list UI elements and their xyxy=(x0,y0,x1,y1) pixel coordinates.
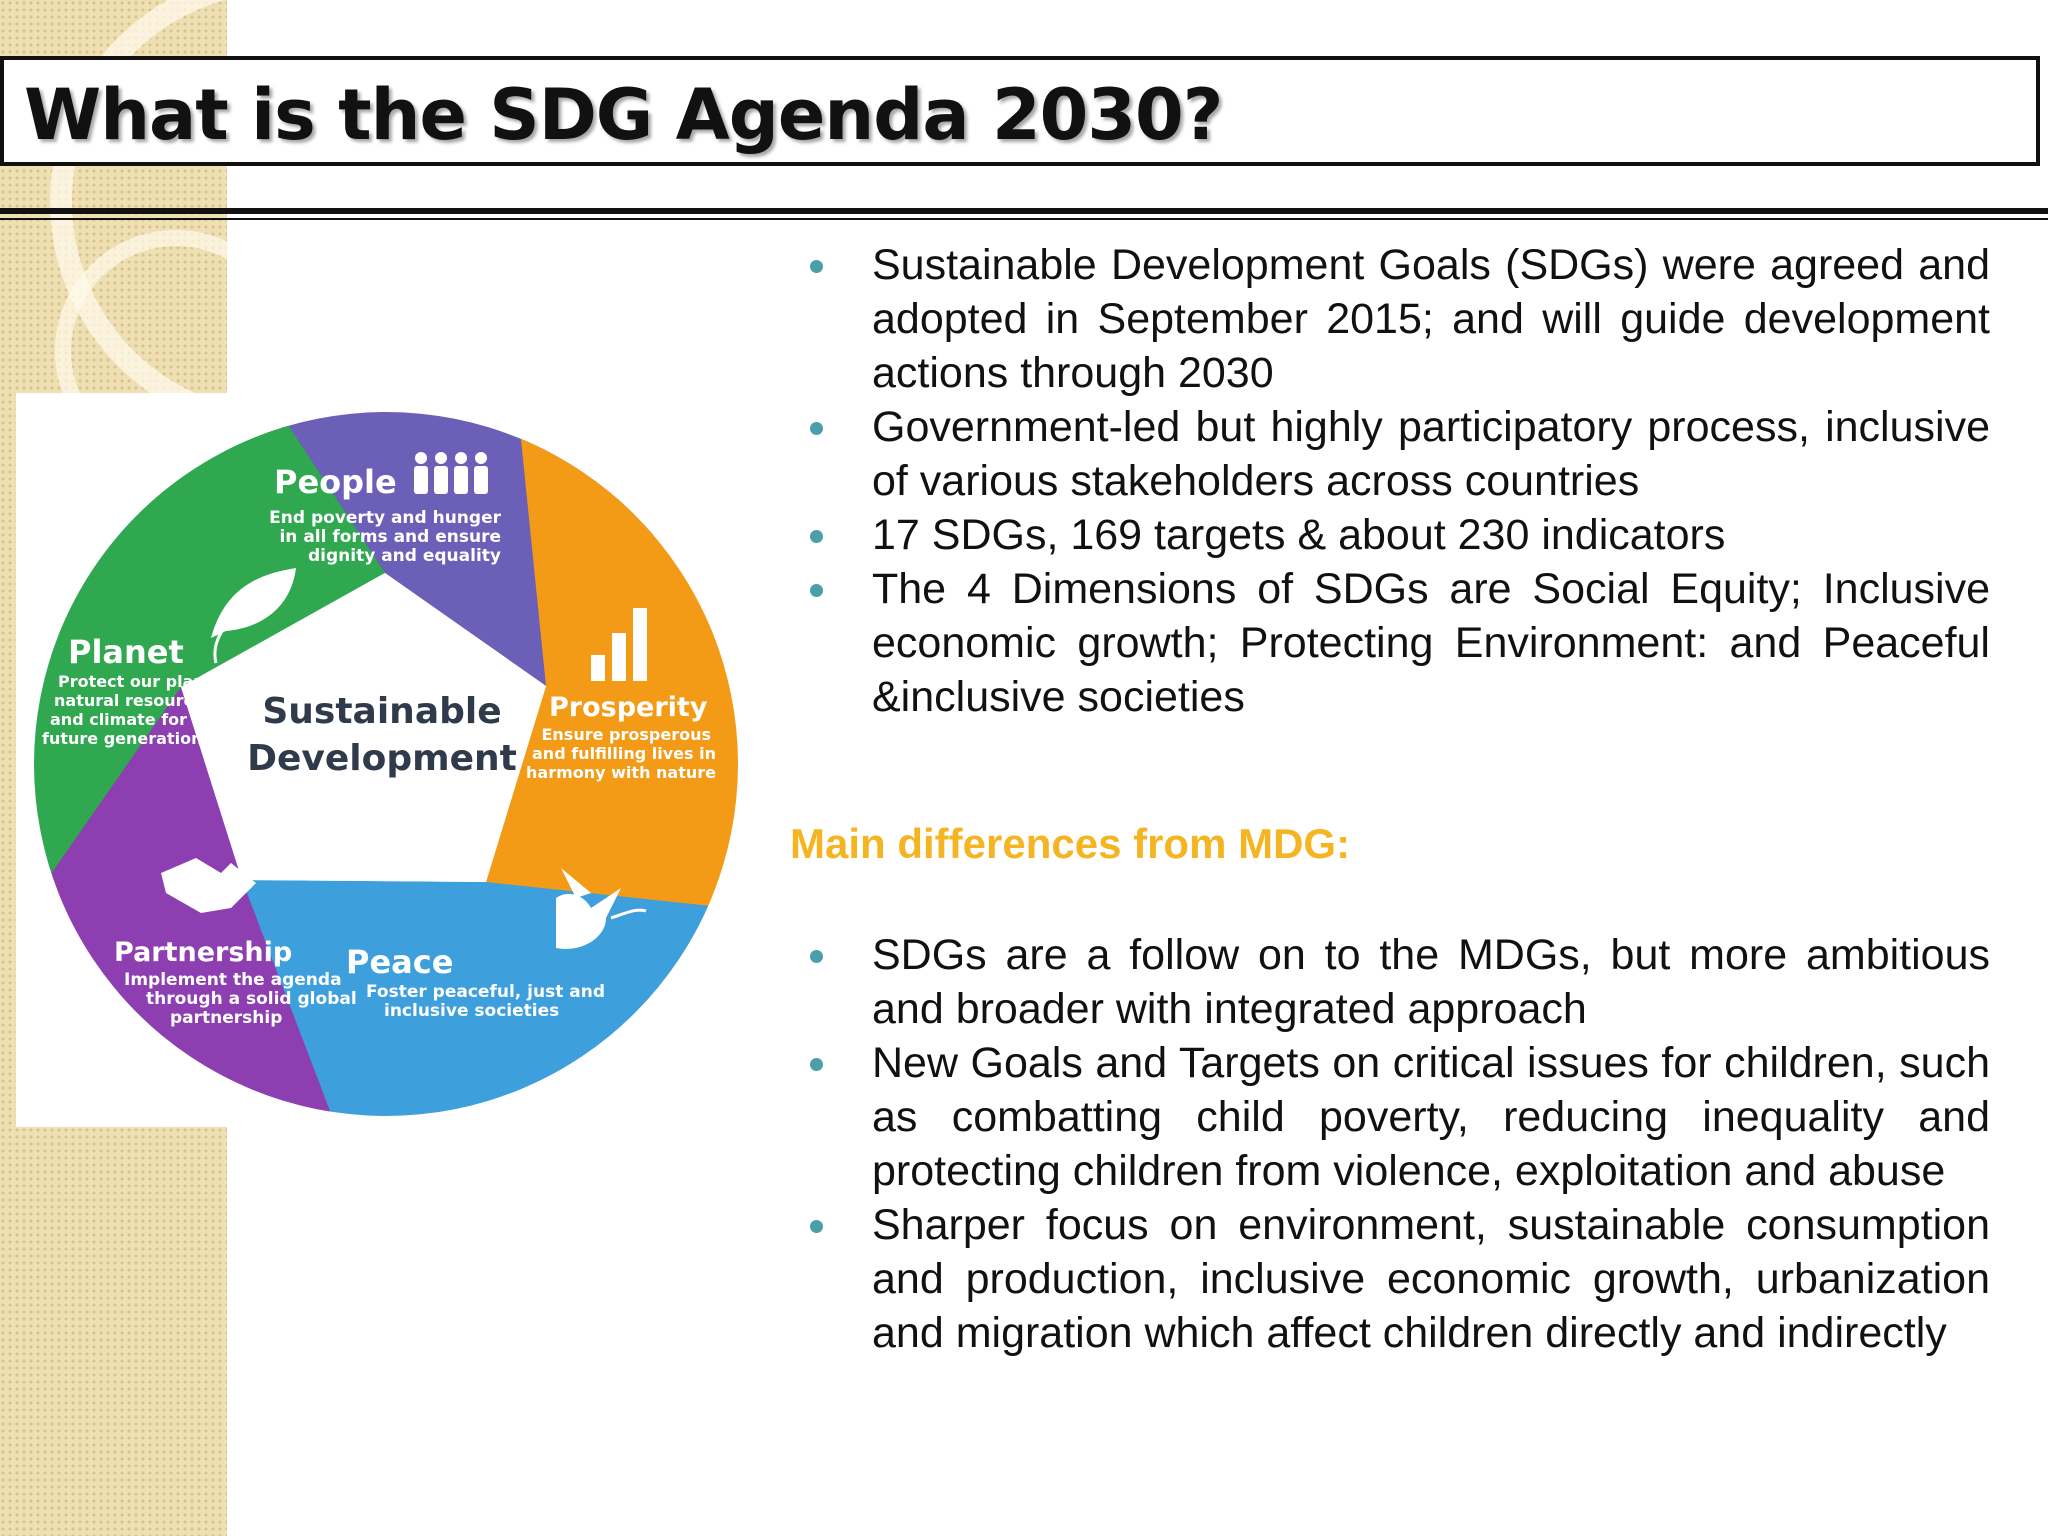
planet-title: Planet xyxy=(68,633,184,671)
bullet-text: Sharper focus on environment, sustainabl… xyxy=(872,1201,1990,1357)
list-item: SDGs are a follow on to the MDGs, but mo… xyxy=(790,928,1990,1036)
mdg-bullets: SDGs are a follow on to the MDGs, but mo… xyxy=(790,928,1990,1360)
people-desc-3: dignity and equality xyxy=(308,546,501,566)
bullet-text: Sustainable Development Goals (SDGs) wer… xyxy=(872,241,1990,397)
partnership-desc-1: Implement the agenda xyxy=(124,970,342,990)
bullet-text: The 4 Dimensions of SDGs are Social Equi… xyxy=(872,565,1990,721)
center-pentagon xyxy=(181,573,546,882)
people-title: People xyxy=(274,463,397,501)
segment-planet xyxy=(34,412,385,953)
title-box xyxy=(0,56,2040,166)
planet-desc-4: future generations xyxy=(42,729,212,748)
people-desc-2: in all forms and ensure xyxy=(279,527,501,547)
leaf-icon xyxy=(211,568,296,664)
list-item: The 4 Dimensions of SDGs are Social Equi… xyxy=(790,562,1990,724)
sdg-wheel: Sustainable Development People End pover… xyxy=(34,412,738,1116)
mdg-subheading: Main differences from MDG: xyxy=(790,820,1351,867)
content-column: Sustainable Development Goals (SDGs) wer… xyxy=(790,238,1990,1360)
peace-title: Peace xyxy=(346,943,453,981)
list-item: 17 SDGs, 169 targets & about 230 indicat… xyxy=(790,508,1990,562)
bullet-dot xyxy=(810,260,823,273)
peace-desc-2: inclusive societies xyxy=(384,1001,559,1021)
title-rule-thick xyxy=(0,208,2048,214)
bullet-text: New Goals and Targets on critical issues… xyxy=(872,1039,1990,1195)
title-rule-thin xyxy=(0,218,2048,220)
people-icon xyxy=(414,452,488,494)
bar-chart-icon xyxy=(591,608,647,681)
partnership-title: Partnership xyxy=(114,937,292,968)
list-item: Government-led but highly participatory … xyxy=(790,400,1990,508)
center-label-line1: Sustainable xyxy=(262,691,501,732)
list-item: Sustainable Development Goals (SDGs) wer… xyxy=(790,238,1990,400)
bullet-dot xyxy=(810,530,823,543)
sdg-bullets: Sustainable Development Goals (SDGs) wer… xyxy=(790,238,1990,724)
center-label-line2: Development xyxy=(247,738,517,779)
planet-desc-2: natural resources xyxy=(54,691,213,710)
bullet-dot xyxy=(810,950,823,963)
slide-title: What is the SDG Agenda 2030? xyxy=(24,74,1223,156)
prosperity-desc-3: harmony with nature xyxy=(526,763,716,782)
bullet-dot xyxy=(810,1058,823,1071)
partnership-desc-3: partnership xyxy=(170,1008,282,1028)
list-item: Sharper focus on environment, sustainabl… xyxy=(790,1198,1990,1360)
peace-desc-1: Foster peaceful, just and xyxy=(366,982,605,1002)
bullet-text: Government-led but highly participatory … xyxy=(872,403,1990,505)
prosperity-title: Prosperity xyxy=(549,692,708,723)
bullet-dot xyxy=(810,1220,823,1233)
bullet-dot xyxy=(810,584,823,597)
bullet-text: SDGs are a follow on to the MDGs, but mo… xyxy=(872,931,1990,1033)
bullet-text: 17 SDGs, 169 targets & about 230 indicat… xyxy=(872,511,1726,559)
partnership-desc-2: through a solid global xyxy=(146,989,357,1009)
handshake-icon xyxy=(161,858,256,913)
planet-desc-1: Protect our planet's xyxy=(58,672,238,691)
prosperity-desc-1: Ensure prosperous xyxy=(541,725,711,744)
sdg-diagram: Sustainable Development People End pover… xyxy=(16,393,768,1127)
dove-icon xyxy=(556,868,647,949)
bullet-dot xyxy=(810,422,823,435)
prosperity-desc-2: and fulfilling lives in xyxy=(532,744,716,763)
people-desc-1: End poverty and hunger xyxy=(269,508,501,528)
list-item: New Goals and Targets on critical issues… xyxy=(790,1036,1990,1198)
planet-desc-3: and climate for xyxy=(50,710,187,729)
